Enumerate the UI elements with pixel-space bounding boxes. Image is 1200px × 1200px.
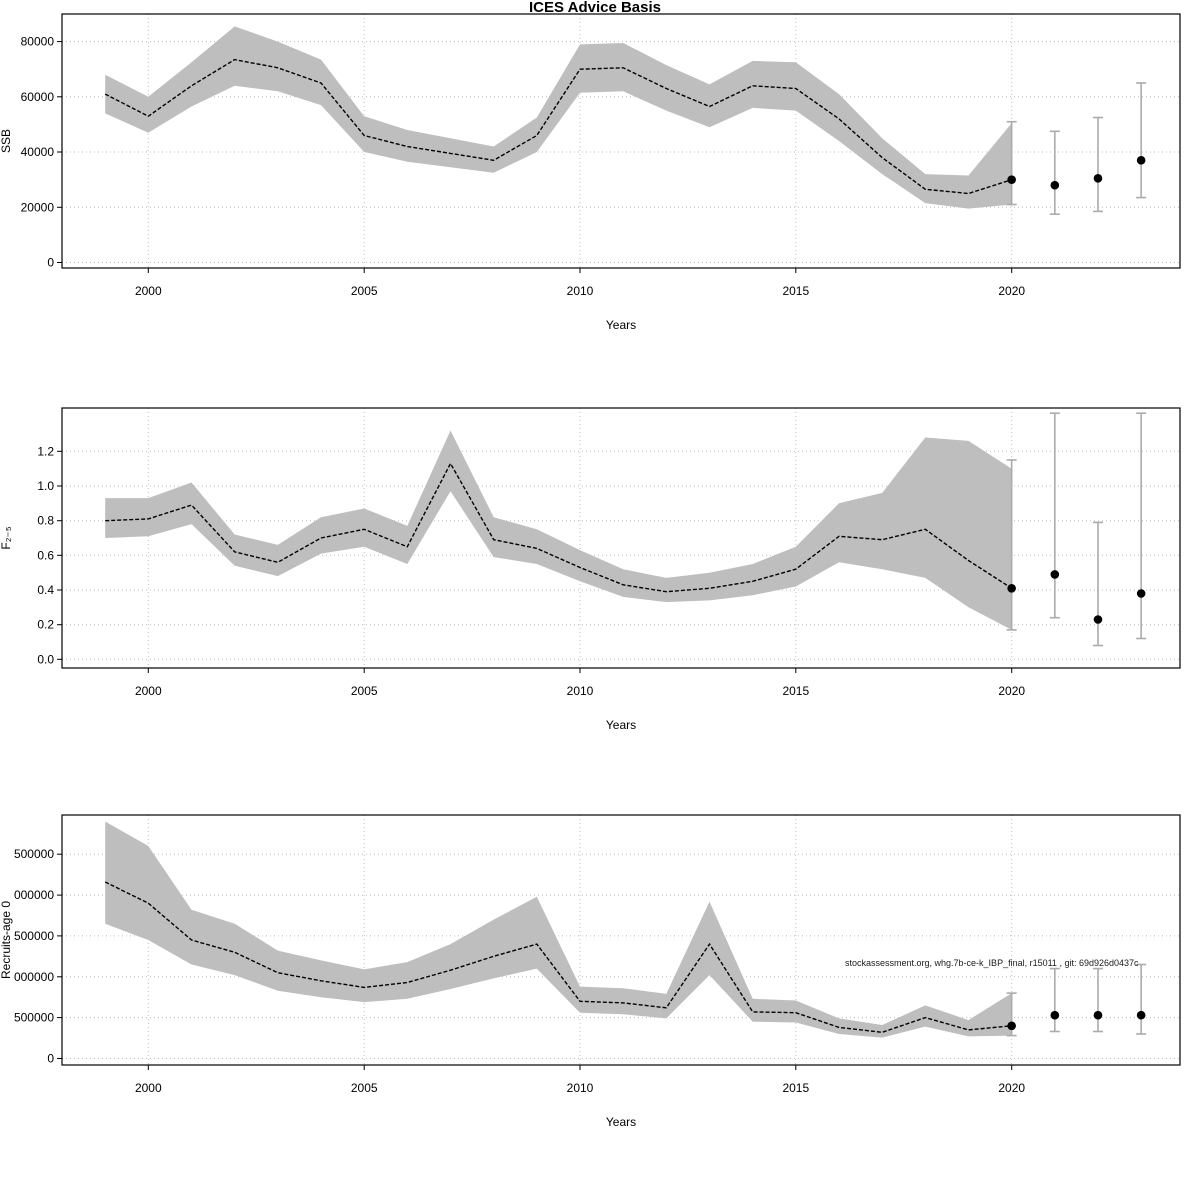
plot-border bbox=[61, 13, 1181, 269]
y-axis-title: SSB bbox=[0, 129, 13, 153]
mean-line bbox=[104, 881, 1012, 1034]
forecast-point bbox=[1136, 156, 1146, 165]
y-tick-label: 0 bbox=[47, 1052, 54, 1066]
y-axis: 0.0 0.2 0.4 0.6 0.8 1.0 1.2 F₂₋₅ bbox=[0, 444, 62, 666]
y-tick-label: 0.8 bbox=[37, 514, 54, 528]
forecast-points bbox=[1006, 82, 1147, 215]
confidence-band bbox=[105, 821, 1012, 1038]
x-tick-label: 2000 bbox=[135, 1081, 162, 1095]
y-tick-label: 0 bbox=[47, 256, 54, 270]
y-tick-label: 500000 bbox=[14, 847, 54, 861]
y-tick-label: 0.6 bbox=[37, 548, 54, 562]
y-tick-label: 40000 bbox=[21, 145, 55, 159]
x-tick-label: 2015 bbox=[782, 1081, 809, 1095]
forecast-point bbox=[1136, 589, 1146, 598]
y-tick-label: 0.4 bbox=[37, 583, 54, 597]
y-tick-label: 000000 bbox=[14, 970, 54, 984]
forecast-point bbox=[1050, 570, 1060, 579]
forecast-point bbox=[1007, 584, 1016, 593]
y-tick-label: 0.2 bbox=[37, 618, 54, 632]
forecast-point bbox=[1093, 174, 1103, 183]
y-tick-label: 80000 bbox=[21, 35, 55, 49]
mean-line bbox=[105, 462, 1013, 593]
forecast-points bbox=[1006, 963, 1147, 1037]
x-tick-label: 2005 bbox=[351, 1081, 378, 1095]
x-tick-label: 2000 bbox=[135, 684, 162, 698]
y-tick-label: 60000 bbox=[21, 90, 55, 104]
x-axis-title: Years bbox=[606, 718, 636, 732]
mean-line bbox=[104, 58, 1012, 195]
x-tick-label: 2020 bbox=[998, 684, 1025, 698]
forecast-point bbox=[1093, 1010, 1103, 1020]
y-tick-label: 1.0 bbox=[37, 479, 54, 493]
x-axis: 2000 2005 2010 2015 2020 Years bbox=[135, 1065, 1025, 1129]
forecast-point bbox=[1050, 180, 1060, 190]
y-tick-label: 0.0 bbox=[37, 652, 54, 666]
forecast-point bbox=[1093, 615, 1103, 624]
watermark-text: stockassessment.org, whg.7b-ce-k_IBP_fin… bbox=[845, 958, 1139, 968]
y-tick-label: 1.2 bbox=[37, 444, 54, 458]
x-tick-label: 2020 bbox=[998, 1081, 1025, 1095]
plot-border bbox=[61, 814, 1181, 1066]
chart-title: ICES Advice Basis bbox=[528, 0, 661, 16]
chart-panel-ssb: 2000 2005 2010 2015 2020 Years 0 20000 40000 6000… bbox=[0, 13, 1181, 332]
x-tick-label: 2010 bbox=[567, 684, 594, 698]
x-axis: 2000 2005 2010 2015 2020 Years bbox=[135, 668, 1025, 732]
chart-panel-f2-5: 2000 2005 2010 2015 2020 Years 0.0 0.2 0.4 0.6 0.8… bbox=[0, 407, 1181, 732]
forecast-points bbox=[1006, 412, 1147, 647]
y-tick-label: 000000 bbox=[14, 888, 54, 902]
y-tick-label: 500000 bbox=[14, 1011, 54, 1025]
x-axis-title: Years bbox=[606, 1115, 636, 1129]
plot-border bbox=[61, 407, 1181, 669]
x-tick-label: 2010 bbox=[567, 1081, 594, 1095]
y-axis-title: Recruits-age 0 bbox=[0, 901, 13, 979]
forecast-point bbox=[1050, 1010, 1060, 1020]
x-tick-label: 2015 bbox=[782, 684, 809, 698]
x-tick-label: 2005 bbox=[351, 684, 378, 698]
x-tick-label: 2020 bbox=[998, 284, 1025, 298]
x-tick-label: 2005 bbox=[351, 284, 378, 298]
chart-panel-recruits-age-0: 2000 2005 2010 2015 2020 Years 0 500000 000000 50… bbox=[0, 814, 1181, 1129]
forecast-point bbox=[1136, 1010, 1146, 1020]
y-tick-label: 500000 bbox=[14, 929, 54, 943]
y-tick-label: 20000 bbox=[21, 200, 55, 214]
x-tick-label: 2015 bbox=[782, 284, 809, 298]
forecast-point bbox=[1007, 175, 1016, 184]
confidence-band bbox=[105, 26, 1012, 209]
x-axis: 2000 2005 2010 2015 2020 Years bbox=[135, 268, 1025, 332]
y-axis-title: F₂₋₅ bbox=[0, 526, 13, 549]
confidence-band bbox=[105, 430, 1012, 630]
y-axis: 0 20000 40000 60000 80000 SSB bbox=[0, 35, 62, 270]
x-axis-title: Years bbox=[606, 318, 636, 332]
x-tick-label: 2000 bbox=[135, 284, 162, 298]
forecast-point bbox=[1007, 1021, 1016, 1031]
y-axis: 0500000000000500000000000500000Recruits-… bbox=[0, 847, 62, 1066]
x-tick-label: 2010 bbox=[567, 284, 594, 298]
